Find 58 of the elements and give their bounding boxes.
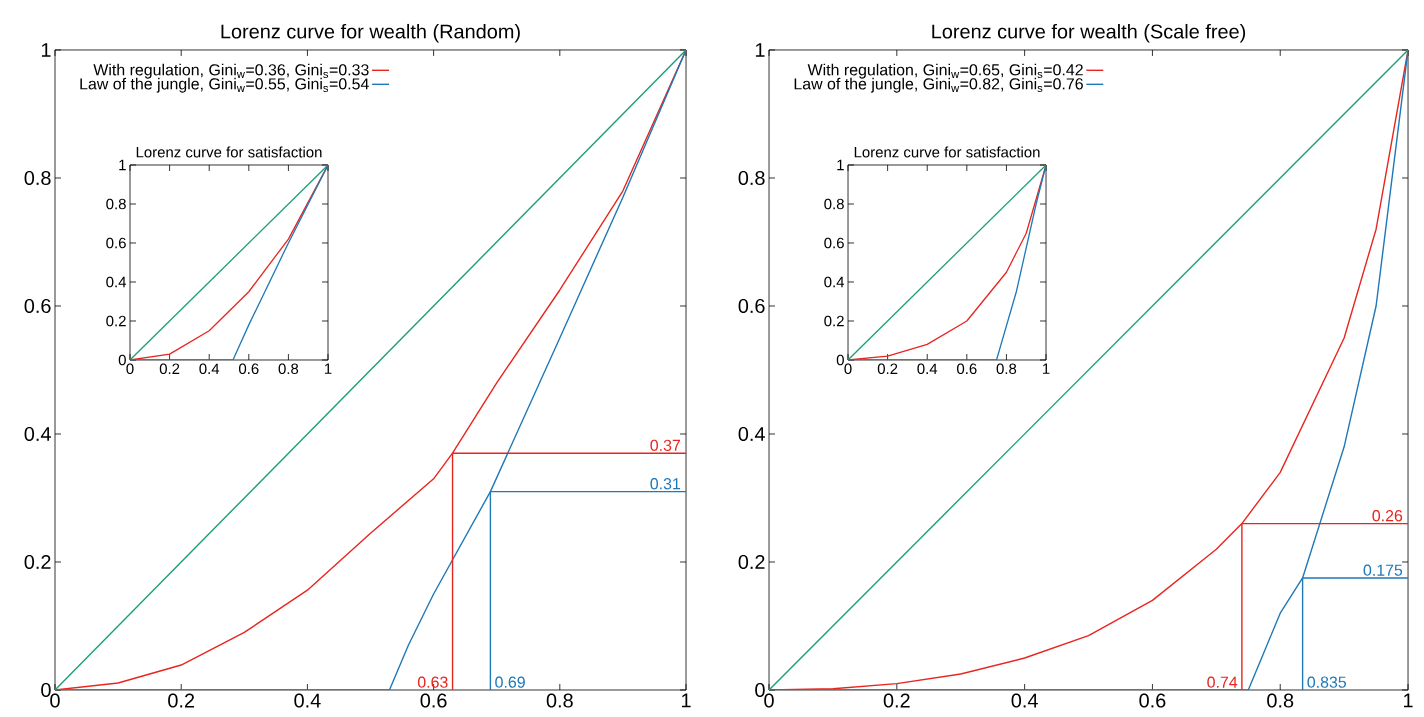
legend-label: Law of the jungle, Gini$_{w}$=0.82, Gini$_{s}$=0.76: [794, 77, 1083, 93]
x-tick-label: 1: [1404, 693, 1413, 708]
y-tick-label: 0.2: [106, 315, 126, 327]
x-tick-label: 0.8: [1267, 693, 1294, 708]
y-tick-label: 0.6: [738, 298, 765, 314]
y-tick-label: 1: [755, 43, 765, 57]
y-tick-label: 0.6: [106, 237, 126, 249]
y-tick-label: 0.8: [24, 170, 51, 186]
annotation: 0.175: [1363, 564, 1403, 576]
annotation: 0.69: [495, 676, 525, 688]
x-tick-label: 0.4: [1011, 693, 1038, 708]
y-tick-label: 0.2: [824, 315, 844, 327]
annotation: 0.31: [650, 478, 681, 490]
y-tick-label: 0.6: [24, 298, 51, 314]
y-tick-label: 1: [41, 43, 51, 57]
annotation: 0.26: [1372, 510, 1403, 522]
y-tick-label: 1: [119, 159, 126, 171]
chart-title: Lorenz curve for satisfaction: [136, 146, 322, 158]
annotation: 0.63: [417, 676, 448, 688]
y-tick-label: 0.8: [106, 198, 126, 210]
y-tick-label: 0: [836, 354, 844, 366]
legend-label: Law of the jungle, Gini$_{w}$=0.55, Gini$_{s}$=0.54: [80, 77, 369, 93]
y-tick-label: 1: [837, 159, 844, 171]
annotation: 0.835: [1307, 676, 1347, 688]
y-tick-label: 0.2: [24, 554, 51, 570]
y-tick-label: 0.8: [824, 198, 844, 210]
chart-title: Lorenz curve for wealth (Random): [221, 23, 520, 43]
y-tick-label: 0: [41, 682, 51, 698]
x-tick-label: 0.2: [883, 693, 910, 708]
y-tick-label: 0.8: [738, 170, 765, 186]
x-tick-label: 0.4: [294, 693, 321, 708]
y-tick-label: 0.4: [106, 276, 127, 288]
x-tick-label: 0.8: [996, 363, 1017, 375]
annotation: 0.74: [1207, 676, 1238, 688]
x-tick-label: 0.2: [877, 363, 898, 375]
y-tick-label: 0.2: [738, 554, 765, 570]
x-tick-label: 0.4: [917, 363, 938, 375]
x-tick-label: 0.2: [159, 363, 180, 375]
y-tick-label: 0: [755, 682, 765, 698]
chart-title: Lorenz curve for wealth (Scale free): [932, 23, 1246, 43]
x-tick-label: 0.6: [420, 693, 447, 708]
x-tick-label: 1: [1043, 363, 1050, 374]
y-tick-label: 0.4: [24, 426, 51, 442]
x-tick-label: 0.4: [199, 363, 220, 375]
y-tick-label: 0: [118, 354, 126, 366]
x-tick-label: 0.6: [957, 363, 977, 375]
chart-title: Lorenz curve for satisfaction: [854, 146, 1040, 158]
x-tick-label: 0.6: [239, 363, 259, 375]
x-tick-label: 1: [681, 693, 691, 708]
y-tick-label: 0.4: [824, 276, 845, 288]
x-tick-label: 1: [324, 363, 332, 374]
x-tick-label: 0.8: [278, 363, 299, 375]
annotation: 0.37: [650, 439, 681, 451]
x-tick-label: 0.8: [546, 693, 573, 708]
x-tick-label: 0.6: [1139, 693, 1166, 708]
y-tick-label: 0.4: [738, 426, 765, 442]
y-tick-label: 0.6: [824, 237, 844, 249]
x-tick-label: 0.2: [168, 693, 195, 708]
